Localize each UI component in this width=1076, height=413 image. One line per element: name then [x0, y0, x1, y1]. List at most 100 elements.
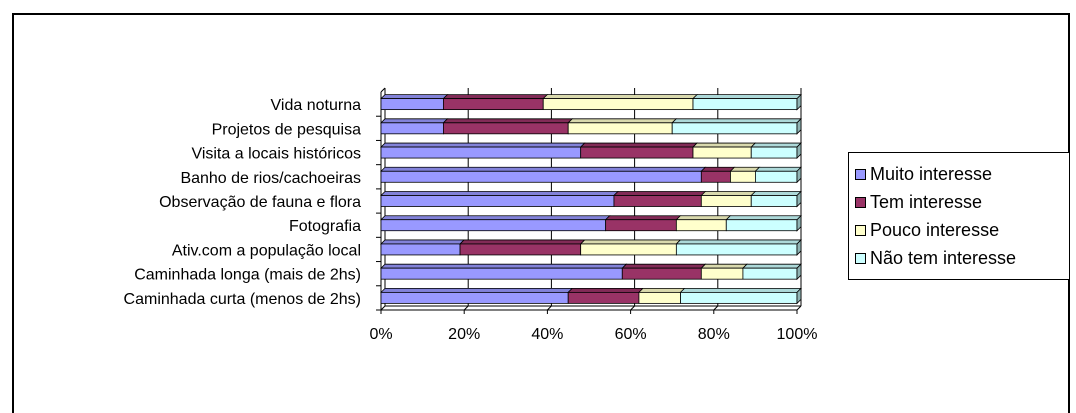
bar-segment — [671, 122, 798, 135]
bar-side-face — [796, 287, 802, 305]
bar-side-face — [796, 93, 802, 111]
bar-side-face — [796, 263, 802, 281]
stacked-bar-chart: 0% 20% 40% 60% 80% 100% Caminhada curta (menos… — [124, 87, 818, 343]
bar-segment — [380, 267, 623, 280]
x-tick-label: 0% — [369, 326, 392, 343]
legend-item-pouco-interesse: Pouco interesse — [855, 219, 999, 241]
bar-top-face — [612, 191, 707, 196]
bar-top-face — [380, 94, 449, 100]
bar-top-face — [671, 118, 802, 124]
bar-segment — [542, 98, 694, 111]
bar-top-face — [459, 239, 586, 245]
legend-item-tem-interesse: Tem interesse — [855, 191, 982, 213]
bar-top-face — [700, 166, 736, 172]
category-label: Projetos de pesquisa — [212, 121, 362, 138]
bar-segment — [692, 146, 752, 159]
floor-gridline — [630, 305, 635, 311]
bar-side-face — [796, 190, 802, 208]
category-label: Banho de rios/cachoeiras — [180, 170, 361, 187]
bar-top-face — [750, 191, 802, 196]
bar-top-face — [442, 94, 549, 100]
bar-top-face — [637, 287, 686, 293]
bar-top-face — [380, 215, 611, 221]
bar-segment — [621, 267, 702, 280]
bar-top-face — [754, 166, 802, 172]
bar-segment — [380, 146, 582, 159]
bar-top-face — [700, 191, 757, 196]
legend: Muito interesse Tem interesse Pouco inte… — [848, 152, 1070, 280]
bars-layer — [380, 93, 802, 305]
bar-top-face — [380, 239, 466, 245]
bar-side-face — [796, 238, 802, 256]
legend-label: Tem interesse — [870, 191, 983, 212]
bar-segment — [638, 291, 681, 304]
bar-top-face — [675, 215, 732, 221]
floor-gridline — [713, 305, 719, 311]
floor-gridline — [547, 305, 552, 311]
bar-top-face — [380, 142, 586, 148]
legend-swatch — [855, 224, 866, 236]
bar-top-face — [567, 287, 644, 293]
floor-gridline — [380, 305, 386, 311]
bar-segment — [380, 219, 607, 232]
legend-swatch — [855, 168, 866, 180]
bar-segment — [380, 98, 444, 111]
bar-side-face — [796, 117, 802, 135]
bar-segment — [442, 122, 569, 135]
bar-segment — [613, 195, 702, 207]
labels-layer: 0% 20% 40% 60% 80% 100% Caminhada curta (menos… — [124, 97, 818, 343]
bar-segment — [730, 170, 756, 183]
bar-top-face — [442, 118, 574, 124]
bar-segment — [567, 122, 673, 135]
bar-top-face — [604, 215, 682, 221]
bar-segment — [380, 170, 702, 183]
bar-top-face — [750, 142, 802, 148]
bar-segment — [442, 98, 544, 111]
category-label: Caminhada curta (menos de 2hs) — [124, 291, 361, 308]
bar-top-face — [380, 166, 707, 172]
x-tick-label: 20% — [448, 326, 480, 343]
bar-segment — [580, 243, 677, 256]
x-tick-label: 40% — [531, 326, 563, 343]
bar-segment — [380, 243, 461, 256]
bar-top-face — [621, 263, 707, 269]
bar-segment — [380, 122, 444, 135]
bar-top-face — [692, 142, 757, 148]
bar-segment — [755, 170, 798, 183]
bar-top-face — [380, 287, 574, 293]
bar-top-face — [679, 287, 802, 293]
x-tick-label: 100% — [777, 326, 818, 343]
bar-side-face — [796, 166, 802, 184]
bar-segment — [725, 219, 798, 232]
legend-swatch — [855, 196, 866, 208]
bar-top-face — [579, 239, 682, 245]
bar-top-face — [741, 263, 802, 269]
category-label: Caminhada longa (mais de 2hs) — [134, 267, 361, 284]
floor-gridline — [463, 305, 469, 311]
legend-item-nao-tem-interesse: Não tem interesse — [855, 247, 1016, 269]
bar-top-face — [729, 166, 761, 172]
category-label: Observação de fauna e flora — [159, 194, 361, 211]
y-axis-top-line — [380, 87, 386, 93]
bar-segment — [700, 267, 744, 280]
bar-segment — [700, 195, 752, 207]
bar-segment — [750, 195, 798, 207]
bar-segment — [675, 219, 727, 232]
bar-side-face — [796, 142, 802, 160]
category-label: Fotografia — [289, 218, 361, 235]
category-label: Ativ.com a população local — [172, 242, 361, 259]
legend-item-muito-interesse: Muito interesse — [855, 163, 992, 185]
bar-segment — [692, 98, 798, 111]
bar-segment — [742, 267, 798, 280]
bar-segment — [380, 195, 615, 207]
bar-segment — [605, 219, 677, 232]
bar-top-face — [700, 263, 748, 269]
bar-top-face — [567, 118, 678, 124]
bar-segment — [567, 291, 640, 304]
bar-top-face — [542, 94, 698, 100]
bar-side-face — [796, 214, 802, 232]
bar-segment — [580, 146, 694, 159]
bar-top-face — [579, 142, 698, 148]
category-label: Visita a locais históricos — [191, 146, 361, 163]
bar-top-face — [380, 118, 449, 124]
